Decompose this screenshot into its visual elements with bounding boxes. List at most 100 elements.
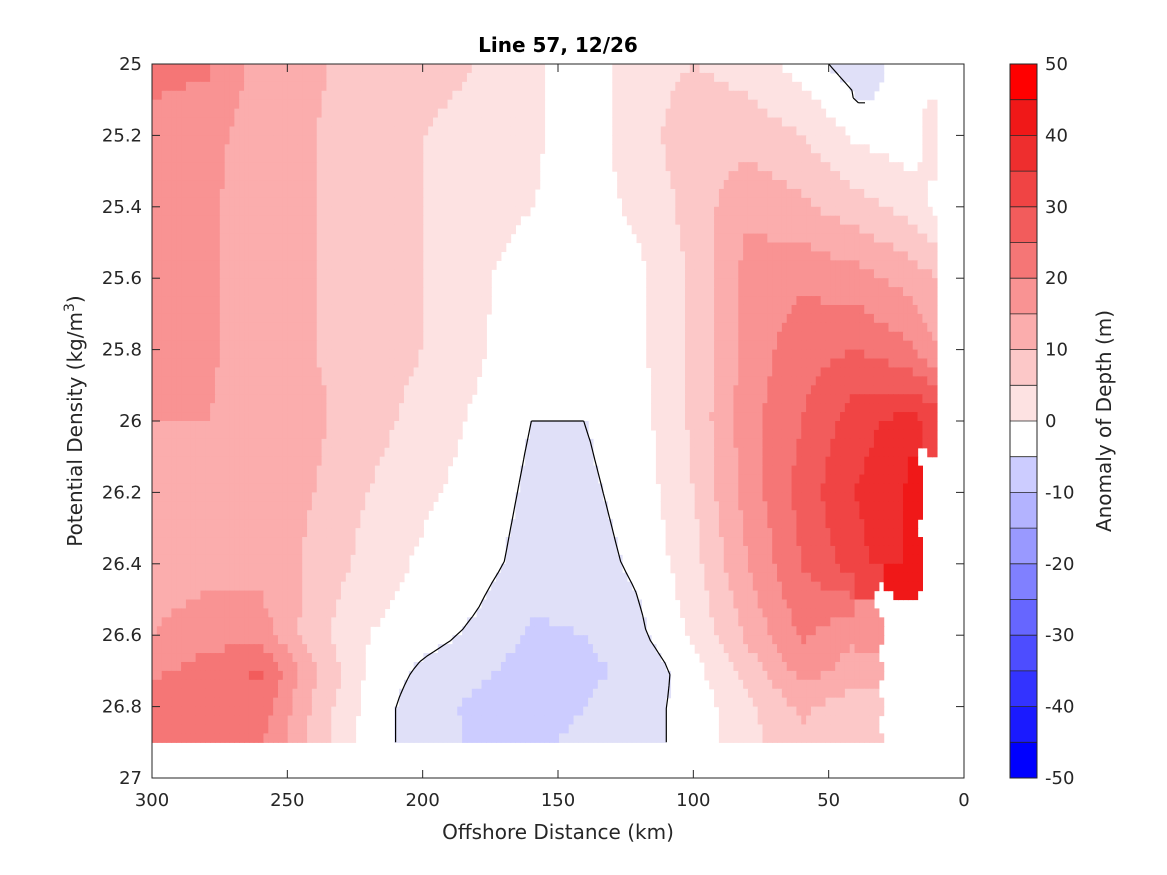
contour-cell <box>466 376 473 386</box>
contour-cell <box>336 197 342 208</box>
contour-cell <box>360 180 366 190</box>
contour-cell <box>840 358 846 369</box>
contour-cell <box>263 99 269 110</box>
contour-cell <box>873 340 880 351</box>
contour-cell <box>747 81 754 92</box>
contour-cell <box>481 126 487 136</box>
contour-cell <box>820 313 827 324</box>
contour-cell <box>311 144 318 154</box>
contour-cell <box>336 188 342 199</box>
contour-cell <box>263 251 269 261</box>
contour-cell <box>718 64 725 74</box>
contour-cell <box>384 81 391 92</box>
contour-cell <box>166 394 172 404</box>
contour-cell <box>907 224 914 235</box>
contour-cell <box>152 72 158 83</box>
contour-cell <box>883 331 890 342</box>
contour-cell <box>253 215 260 226</box>
contour-cell <box>331 394 337 404</box>
contour-cell <box>200 251 206 261</box>
contour-cell <box>166 72 172 83</box>
contour-cell <box>781 358 788 369</box>
contour-cell <box>825 171 831 181</box>
contour-cell <box>718 108 725 119</box>
contour-cell <box>234 197 240 208</box>
contour-cell <box>728 126 735 136</box>
contour-cell <box>903 242 909 253</box>
contour-cell <box>326 171 332 181</box>
contour-cell <box>205 251 211 261</box>
contour-cell <box>481 233 487 244</box>
contour-cell <box>859 81 865 92</box>
contour-cell <box>888 340 894 351</box>
contour-cell <box>394 394 400 404</box>
contour-cell <box>428 197 434 208</box>
contour-cell <box>287 162 294 172</box>
contour-cell <box>718 304 725 315</box>
contour-cell <box>214 340 221 351</box>
contour-cell <box>408 180 415 190</box>
contour-cell <box>152 304 158 315</box>
contour-cell <box>462 242 468 253</box>
contour-cell <box>801 313 807 324</box>
contour-cell <box>704 322 710 333</box>
contour-cell <box>791 108 798 119</box>
contour-cell <box>912 171 919 181</box>
contour-cell <box>651 108 657 119</box>
contour-cell <box>447 215 454 226</box>
contour-cell <box>878 296 885 306</box>
contour-cell <box>854 358 861 369</box>
contour-cell <box>185 188 192 199</box>
contour-cell <box>791 287 798 297</box>
contour-cell <box>486 242 492 253</box>
contour-cell <box>491 72 497 83</box>
contour-cell <box>932 376 938 386</box>
contour-cell <box>195 188 202 199</box>
contour-cell <box>297 358 303 369</box>
contour-cell <box>185 367 192 377</box>
contour-cell <box>224 224 231 235</box>
contour-cell <box>287 322 294 333</box>
contour-cell <box>772 233 778 244</box>
contour-cell <box>336 144 342 154</box>
contour-cell <box>336 64 342 74</box>
contour-cell <box>626 126 633 136</box>
contour-cell <box>651 296 657 306</box>
contour-cell <box>893 162 899 172</box>
contour-cell <box>917 171 923 181</box>
contour-cell <box>219 117 226 128</box>
contour-cell <box>379 99 386 110</box>
contour-cell <box>190 188 197 199</box>
contour-cell <box>452 99 458 110</box>
contour-cell <box>292 171 298 181</box>
contour-cell <box>525 206 531 217</box>
contour-cell <box>660 126 667 136</box>
contour-cell <box>922 215 928 226</box>
contour-cell <box>224 206 231 217</box>
contour-cell <box>423 90 429 101</box>
contour-cell <box>277 64 284 74</box>
contour-cell <box>268 304 274 315</box>
contour-cell <box>205 296 211 306</box>
contour-cell <box>752 233 759 244</box>
contour-cell <box>898 340 904 351</box>
contour-cell <box>718 349 725 360</box>
contour-cell <box>718 340 725 351</box>
contour-cell <box>176 153 182 163</box>
contour-cell <box>927 304 933 315</box>
contour-cell <box>224 180 231 190</box>
contour-cell <box>873 72 880 83</box>
contour-cell <box>336 206 342 217</box>
contour-cell <box>655 260 662 270</box>
contour-cell <box>651 99 657 110</box>
contour-cell <box>728 376 735 386</box>
contour-cell <box>471 117 478 128</box>
contour-cell <box>214 206 221 217</box>
contour-cell <box>840 180 846 190</box>
contour-cell <box>849 269 856 279</box>
contour-cell <box>297 269 303 279</box>
contour-cell <box>757 322 764 333</box>
contour-cell <box>292 278 298 288</box>
contour-cell <box>801 269 807 279</box>
contour-cell <box>641 108 647 119</box>
